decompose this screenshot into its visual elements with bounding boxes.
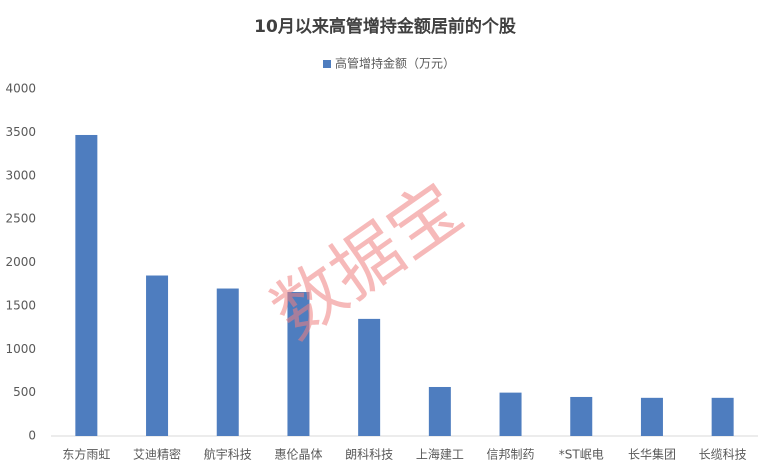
bar [428, 386, 451, 436]
y-tick-label: 3000 [5, 168, 36, 182]
chart-title: 10月以来高管增持金额居前的个股 [254, 16, 516, 37]
x-tick-label: 艾迪精密 [133, 447, 181, 462]
y-tick-label: 1000 [5, 342, 36, 356]
bar [146, 275, 169, 436]
bar [711, 397, 734, 436]
bar [570, 396, 593, 436]
y-tick-label: 2500 [5, 212, 36, 226]
bar [499, 392, 522, 436]
x-tick-label: 信邦制药 [487, 448, 535, 462]
legend-label: 高管增持金额（万元） [335, 56, 455, 71]
bar [216, 288, 239, 436]
x-tick-label: 航宇科技 [204, 447, 252, 462]
bar [75, 134, 98, 437]
legend-swatch [323, 60, 331, 68]
y-tick-label: 0 [28, 429, 36, 443]
bar [358, 318, 381, 436]
x-tick-label: 长华集团 [628, 447, 676, 462]
x-tick-label: *ST岷电 [559, 447, 604, 462]
x-tick-label: 惠伦晶体 [274, 447, 322, 462]
y-tick-label: 500 [13, 385, 36, 399]
y-tick-label: 4000 [5, 82, 36, 96]
x-tick-label: 朗科科技 [345, 448, 393, 462]
x-tick-label: 长缆科技 [699, 448, 747, 462]
x-tick-label: 东方雨虹 [62, 447, 110, 462]
y-tick-label: 3500 [5, 125, 36, 139]
bar [640, 397, 663, 436]
y-tick-label: 1500 [5, 298, 36, 312]
x-tick-label: 上海建工 [416, 447, 464, 462]
bar [287, 291, 310, 436]
y-tick-label: 2000 [5, 255, 36, 269]
